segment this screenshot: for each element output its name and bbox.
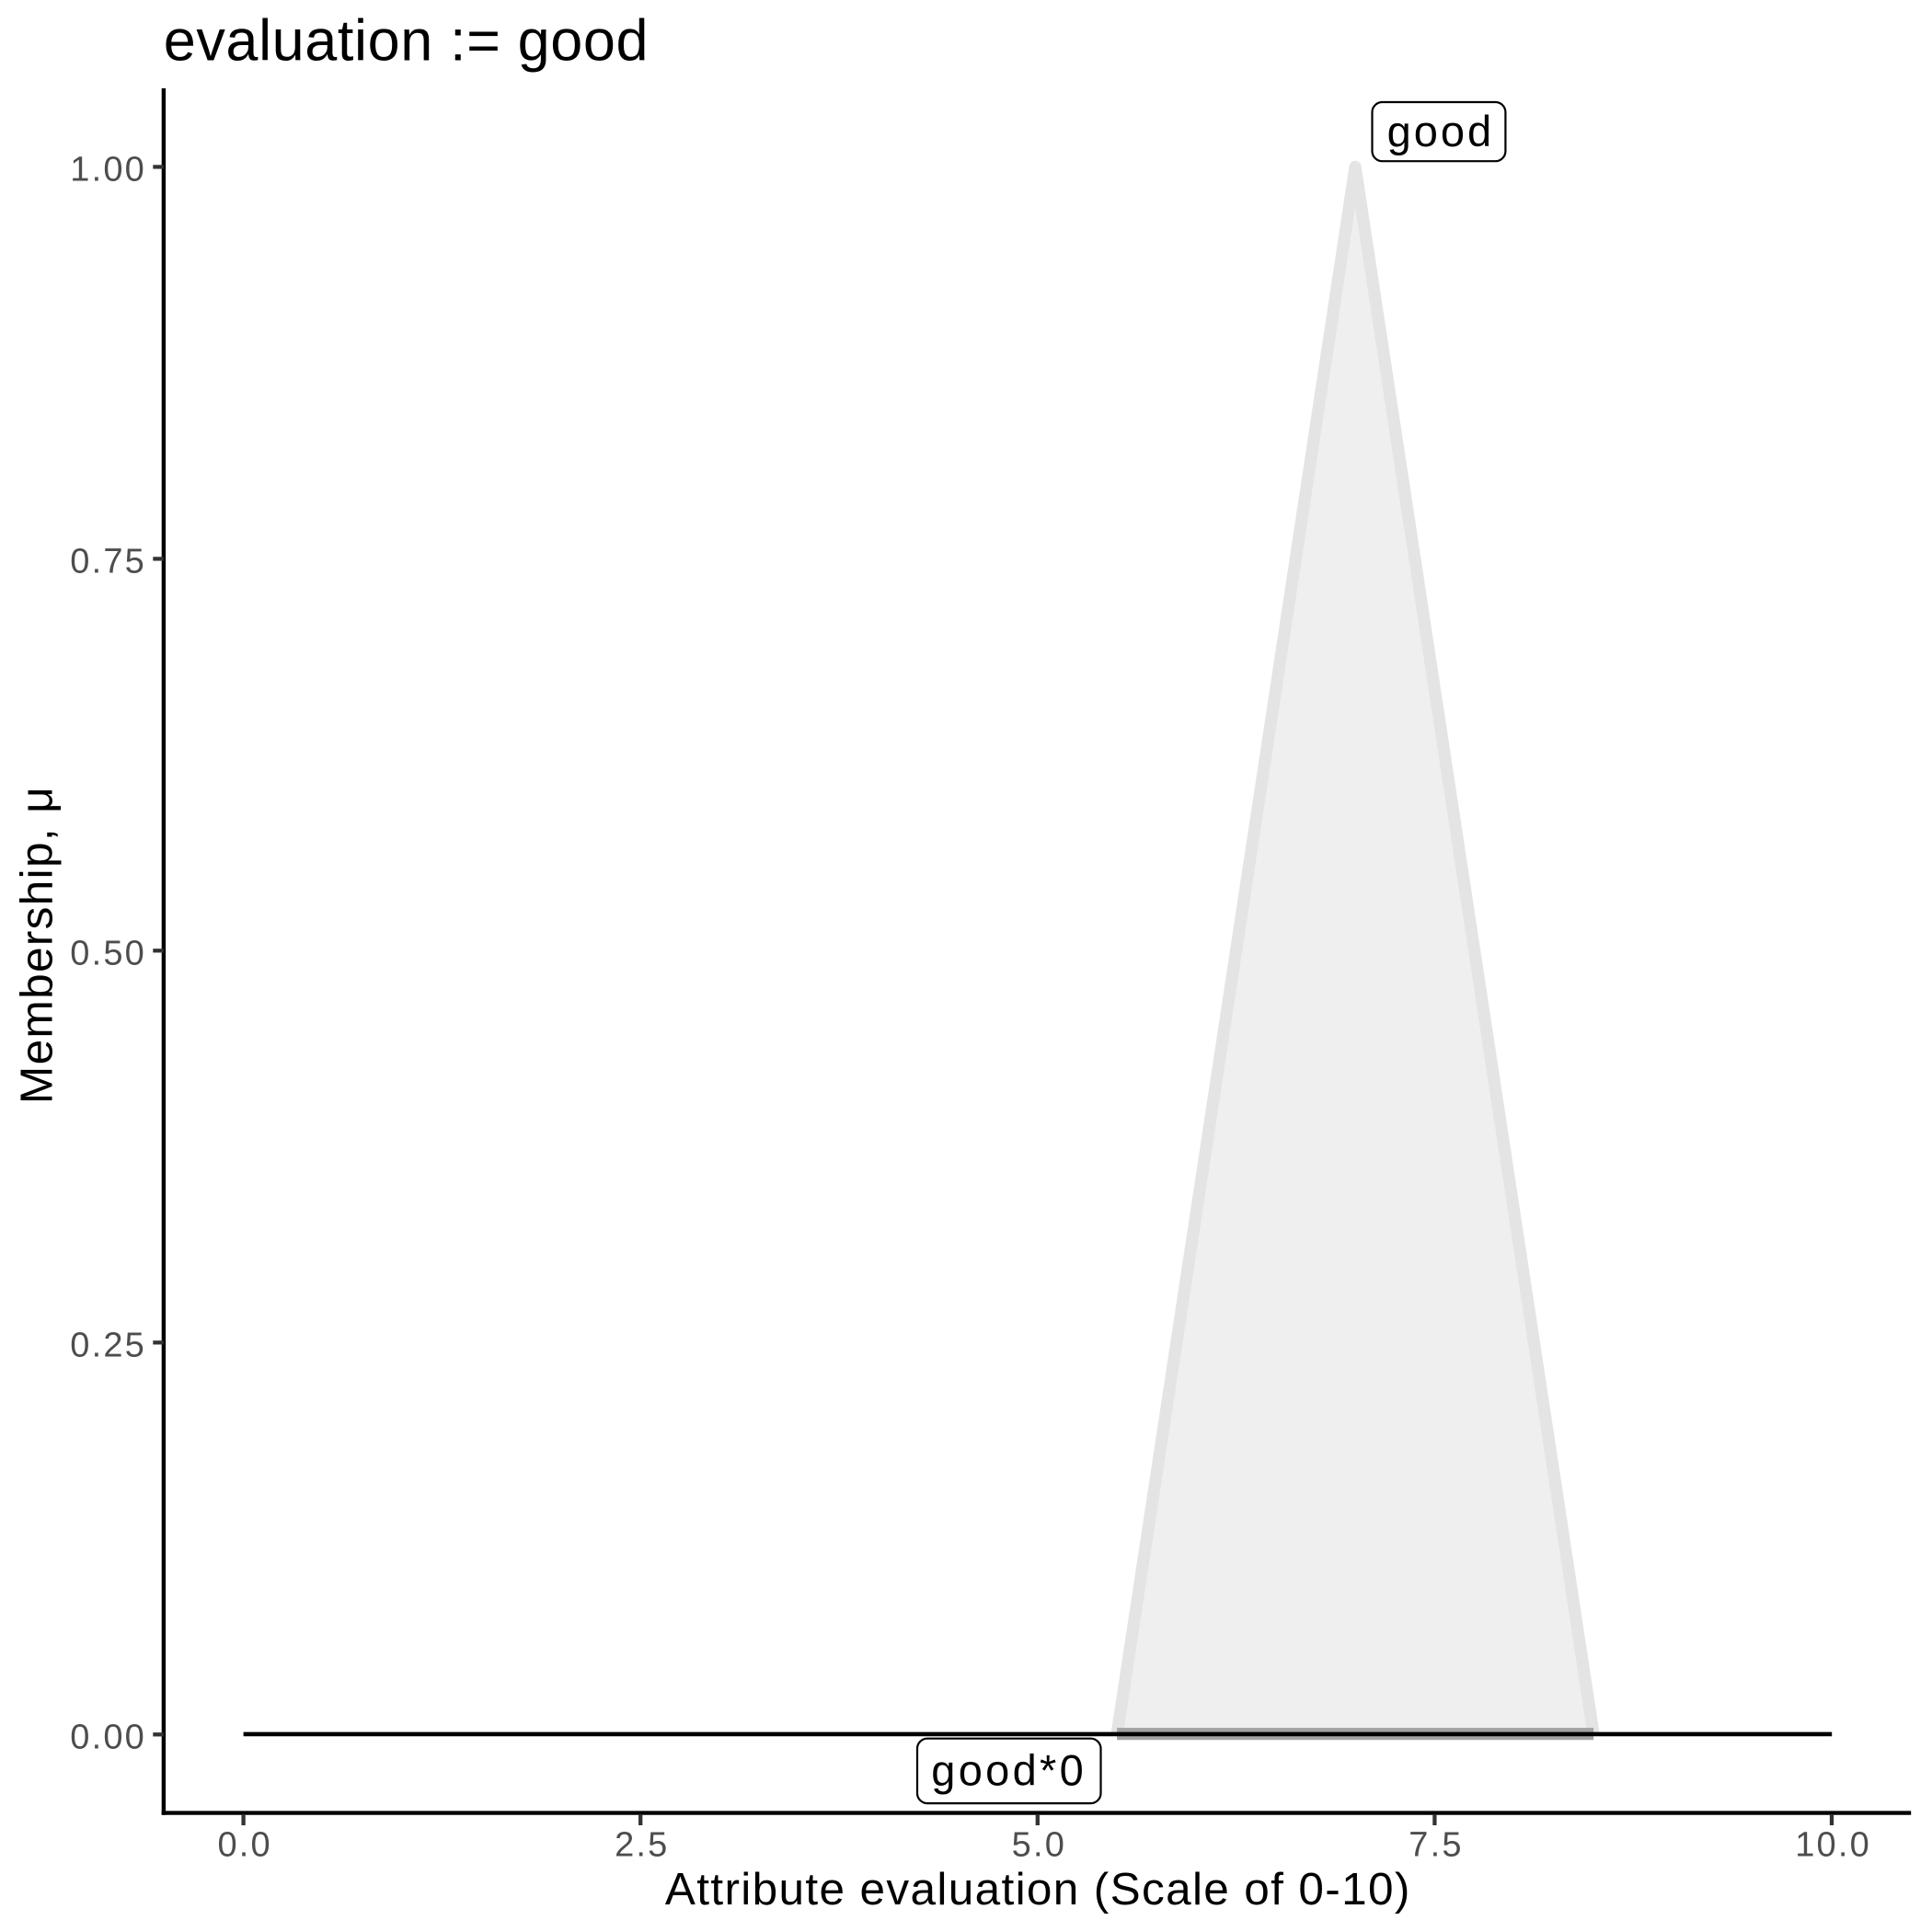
svg-text:0.25: 0.25 — [70, 1327, 146, 1365]
svg-text:evaluation := good: evaluation := good — [164, 9, 649, 74]
svg-text:1.00: 1.00 — [70, 151, 146, 190]
svg-text:good*0: good*0 — [931, 1746, 1087, 1795]
svg-text:0.00: 0.00 — [70, 1719, 146, 1757]
svg-text:10.0: 10.0 — [1795, 1826, 1871, 1865]
svg-text:Attribute evaluation (Scale of: Attribute evaluation (Scale of 0-10) — [665, 1864, 1411, 1915]
svg-text:0.0: 0.0 — [217, 1826, 271, 1865]
svg-text:2.5: 2.5 — [615, 1826, 669, 1865]
svg-text:0.75: 0.75 — [70, 543, 146, 581]
svg-text:5.0: 5.0 — [1012, 1826, 1066, 1865]
svg-text:7.5: 7.5 — [1409, 1826, 1463, 1865]
svg-text:good: good — [1387, 107, 1495, 155]
svg-text:0.50: 0.50 — [70, 935, 146, 973]
svg-text:Membership, μ: Membership, μ — [11, 786, 62, 1104]
